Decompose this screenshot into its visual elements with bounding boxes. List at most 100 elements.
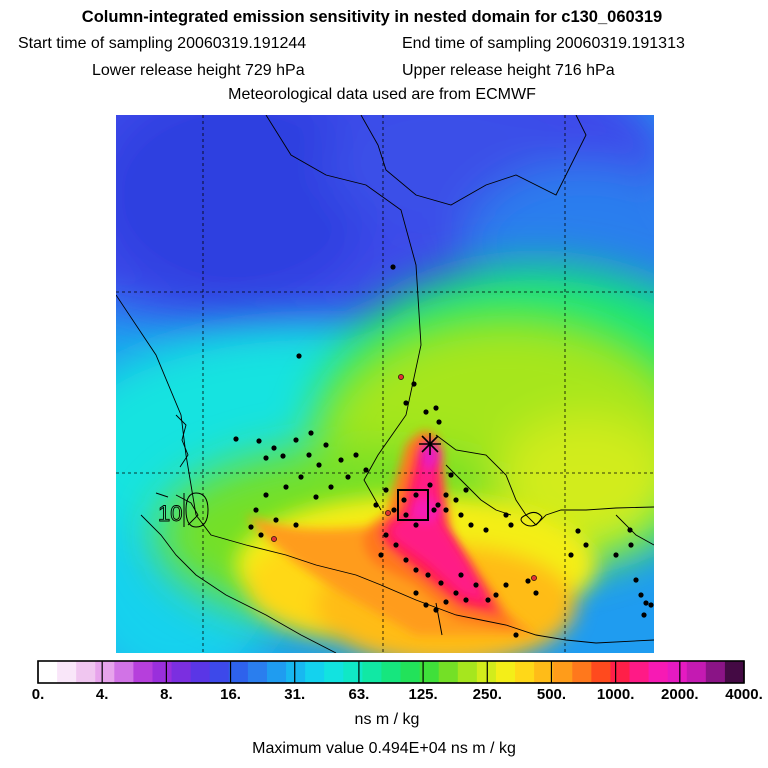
colorbar-swatch	[286, 661, 306, 683]
colorbar-swatch	[324, 661, 344, 683]
colorbar-tick-label: 125.	[408, 686, 438, 703]
station-marker	[293, 437, 299, 443]
station-marker	[453, 590, 459, 596]
station-marker	[641, 612, 647, 618]
station-marker	[283, 484, 289, 490]
station-marker	[463, 487, 469, 493]
station-marker	[390, 264, 396, 270]
station-marker	[280, 453, 286, 459]
station-marker	[258, 532, 264, 538]
colorbar-swatch	[95, 661, 115, 683]
station-marker	[271, 445, 277, 451]
colorbar-tick-label: 63.	[348, 686, 370, 703]
colorbar	[37, 660, 745, 684]
station-marker	[433, 607, 439, 613]
station-marker	[628, 542, 634, 548]
station-marker	[316, 462, 322, 468]
station-marker	[403, 512, 409, 518]
station-marker	[411, 381, 417, 387]
colorbar-swatch	[38, 661, 58, 683]
station-marker	[298, 474, 304, 480]
station-marker	[403, 557, 409, 563]
station-marker	[433, 405, 439, 411]
station-marker	[383, 532, 389, 538]
station-marker	[306, 452, 312, 458]
station-marker	[373, 502, 379, 508]
colorbar-swatch	[209, 661, 230, 683]
station-marker	[248, 524, 254, 530]
station-marker	[643, 600, 649, 606]
colorbar-tick-label: 8.	[160, 686, 173, 703]
colorbar-tick-label: 31.	[284, 686, 306, 703]
station-marker	[293, 522, 299, 528]
station-marker	[633, 577, 639, 583]
station-marker	[648, 602, 654, 608]
colorbar-tick-label: 2000.	[661, 686, 699, 703]
colorbar-tick-label: 0.	[31, 686, 45, 703]
contour-label: 10	[158, 501, 182, 526]
station-marker	[378, 552, 384, 558]
station-marker	[233, 436, 239, 442]
station-marker	[423, 409, 429, 415]
nested-box-marker	[397, 489, 429, 521]
colorbar-tick-label: 4.	[95, 686, 109, 703]
station-marker	[627, 527, 633, 533]
colorbar-swatch	[133, 661, 154, 683]
station-marker	[413, 522, 419, 528]
station-marker	[345, 474, 351, 480]
colorbar-swatch	[343, 661, 363, 683]
station-marker	[353, 452, 359, 458]
colorbar-swatch	[591, 661, 612, 683]
colorbar-swatch	[190, 661, 211, 683]
colorbar-swatch	[515, 661, 535, 683]
highlighted-station-marker	[385, 510, 391, 516]
colorbar-swatch	[114, 661, 135, 683]
station-marker	[423, 602, 429, 608]
sensitivity-map: 10	[116, 115, 654, 653]
station-marker	[256, 438, 262, 444]
station-marker	[503, 512, 509, 518]
station-marker	[323, 442, 329, 448]
colorbar-swatch	[629, 661, 650, 683]
chart-title: Column-integrated emission sensitivity i…	[81, 8, 663, 26]
station-marker	[403, 400, 409, 406]
station-marker	[483, 527, 489, 533]
highlighted-station-marker	[531, 575, 537, 581]
release-star-marker	[419, 433, 441, 455]
station-marker	[473, 582, 479, 588]
station-marker	[391, 507, 397, 513]
colorbar-swatch	[400, 661, 421, 683]
colorbar-tick-label: 4000.	[725, 686, 763, 703]
colorbar-swatch	[457, 661, 478, 683]
station-marker	[463, 597, 469, 603]
colorbar-unit-label: ns m / kg	[354, 711, 420, 728]
map-boundaries	[116, 115, 654, 653]
station-marker	[431, 507, 437, 513]
colorbar-tick-label: 16.	[220, 686, 241, 703]
station-marker	[638, 592, 644, 598]
station-marker	[508, 522, 514, 528]
station-marker	[468, 522, 474, 528]
station-marker	[338, 457, 344, 463]
colorbar-swatch	[228, 661, 249, 683]
colorbar-swatch	[705, 661, 726, 683]
start-time-label: Start time of sampling 20060319.191244	[18, 35, 307, 52]
station-marker	[413, 590, 419, 596]
station-marker	[568, 552, 574, 558]
station-marker	[448, 472, 454, 478]
colorbar-swatch	[362, 661, 383, 683]
station-marker	[443, 507, 449, 513]
station-marker	[435, 502, 441, 508]
colorbar-swatch	[419, 661, 440, 683]
station-marker	[263, 455, 269, 461]
colorbar-frame	[37, 660, 745, 684]
highlighted-station-marker	[271, 536, 277, 542]
colorbar-swatch	[152, 661, 173, 683]
station-marker	[443, 492, 449, 498]
station-marker	[413, 567, 419, 573]
colorbar-swatch	[495, 661, 516, 683]
colorbar-swatch	[438, 661, 459, 683]
station-marker	[453, 497, 459, 503]
colorbar-swatch	[534, 661, 554, 683]
colorbar-swatch	[266, 661, 287, 683]
